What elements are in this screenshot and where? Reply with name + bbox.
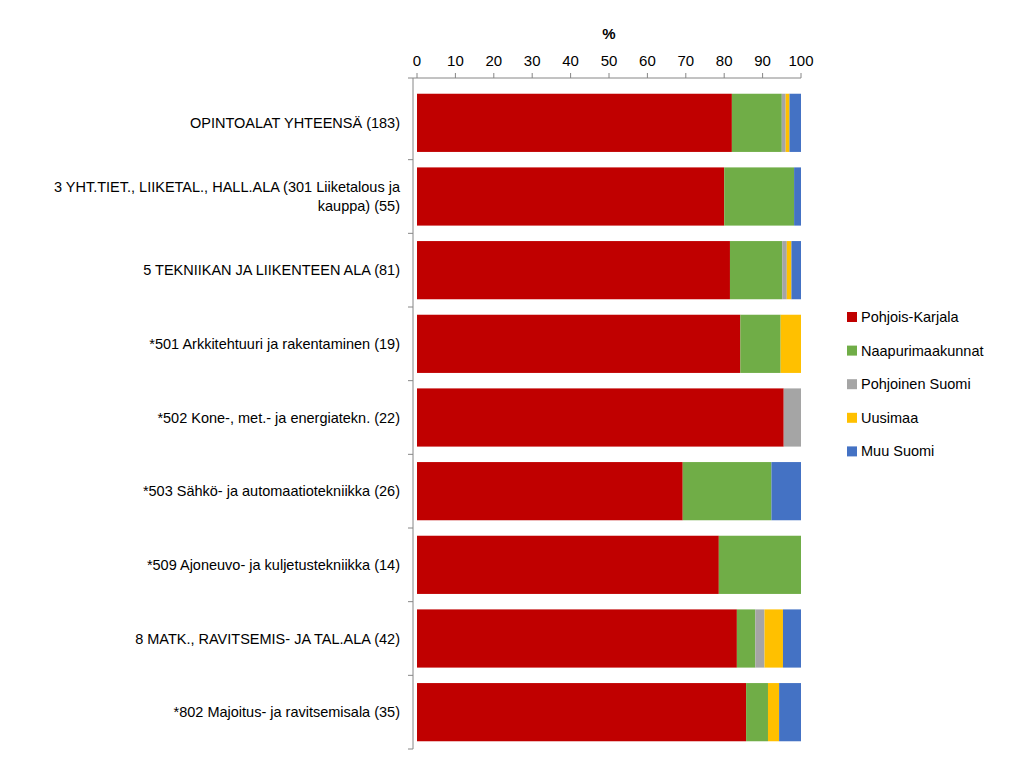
bar-segment [765,609,783,667]
tick-mark [647,73,648,78]
bar-segment [782,241,787,299]
legend-swatch [847,312,857,322]
bar-segment [801,536,802,594]
bar-segment [801,315,802,373]
legend-swatch [847,346,857,356]
tick-label: 50 [601,52,618,69]
tick-mark [762,73,763,78]
bar-segment [801,536,802,594]
category-label: *501 Arkkitehtuuri ja rakentaminen (19) [149,336,400,352]
tick-label: 90 [754,52,771,69]
bar-segment [746,683,768,741]
legend-label: Naapurimaakunnat [861,343,984,359]
tick-mark [801,73,802,78]
category-label: 5 TEKNIIKAN JA LIIKENTEEN ALA (81) [143,262,400,278]
bar-segment [417,536,719,594]
tick-label: 40 [562,52,579,69]
bar-segment [755,609,764,667]
tick-label: 80 [716,52,733,69]
legend-label: Pohjois-Karjala [861,309,959,325]
bar-segment [417,388,784,446]
bar-segment [417,609,737,667]
bar-segment [732,94,782,152]
tick-mark [685,73,686,78]
legend: Pohjois-Karjala Naapurimaakunnat Pohjoinen… [847,309,984,459]
chart: 0 10 20 30 40 50 60 70 80 90 100% OPINTOALAT YHTEEN… [0,0,1024,769]
tick-mark [570,73,571,78]
axis-title: % [602,25,615,42]
tick-mark [609,73,610,78]
category-tick [408,601,413,602]
bar-segment [783,609,801,667]
category-label: *509 Ajoneuvo- ja kuljetustekniikka (14) [147,557,400,573]
legend-swatch [847,446,857,456]
bar-segment [768,683,779,741]
bar-segment [794,167,801,225]
bar-segment [740,315,780,373]
category-tick [408,749,413,750]
legend-swatch [847,379,857,389]
legend-label: Pohjoinen Suomi [861,376,971,392]
tick-mark [532,73,533,78]
legend-label: Muu Suomi [861,443,934,459]
tick-mark [724,73,725,78]
bar-segment [781,315,801,373]
category-label: *503 Sähkö- ja automaatiotekniikka (26) [143,483,400,499]
category-axis-line [413,78,414,749]
category-tick [408,307,413,308]
category-label: *802 Majoitus- ja ravitsemisala (35) [174,704,400,720]
tick-label: 60 [639,52,656,69]
bar-segment [782,94,786,152]
bars [417,94,801,742]
category-tick [408,528,413,529]
bar-segment [683,462,772,520]
tick-mark [493,73,494,78]
bar-segment [724,167,794,225]
bar-segment [789,94,801,152]
bar-segment [771,462,801,520]
bar-segment [417,315,740,373]
category-tick [408,675,413,676]
tick-label: 30 [524,52,541,69]
legend-swatch [847,413,857,423]
bar-segment [730,241,782,299]
tick-label: 0 [413,52,421,69]
category-tick [408,380,413,381]
bar-segment [719,536,801,594]
bar-segment [787,241,792,299]
category-label: OPINTOALAT YHTEENSÄ (183) [190,115,400,131]
bar-segment [417,94,732,152]
category-tick [408,159,413,160]
category-label: *502 Kone-, met.- ja energiatekn. (22) [157,410,400,426]
category-label: 3 YHT.TIET., LIIKETAL., HALL.ALA (301 Li… [54,179,401,214]
tick-label: 100 [788,52,813,69]
tick-label: 70 [677,52,694,69]
bar-segment [784,388,801,446]
tick-label: 10 [447,52,464,69]
category-tick [408,78,413,79]
value-axis-line [413,78,801,79]
tick-label: 20 [485,52,502,69]
bar-segment [417,462,683,520]
bar-segment [801,388,802,446]
tick-mark [417,73,418,78]
bar-segment [791,241,801,299]
category-tick [408,233,413,234]
legend-label: Uusimaa [861,410,919,426]
bar-segment [786,94,790,152]
tick-mark [455,73,456,78]
bar-segment [737,609,755,667]
bar-segment [779,683,801,741]
bar-segment [801,536,802,594]
bar-segment [801,388,802,446]
bar-segment [417,167,724,225]
bar-segment [417,241,730,299]
bar-segment [417,683,746,741]
category-tick [408,454,413,455]
category-label: 8 MATK., RAVITSEMIS- JA TAL.ALA (42) [135,631,400,647]
